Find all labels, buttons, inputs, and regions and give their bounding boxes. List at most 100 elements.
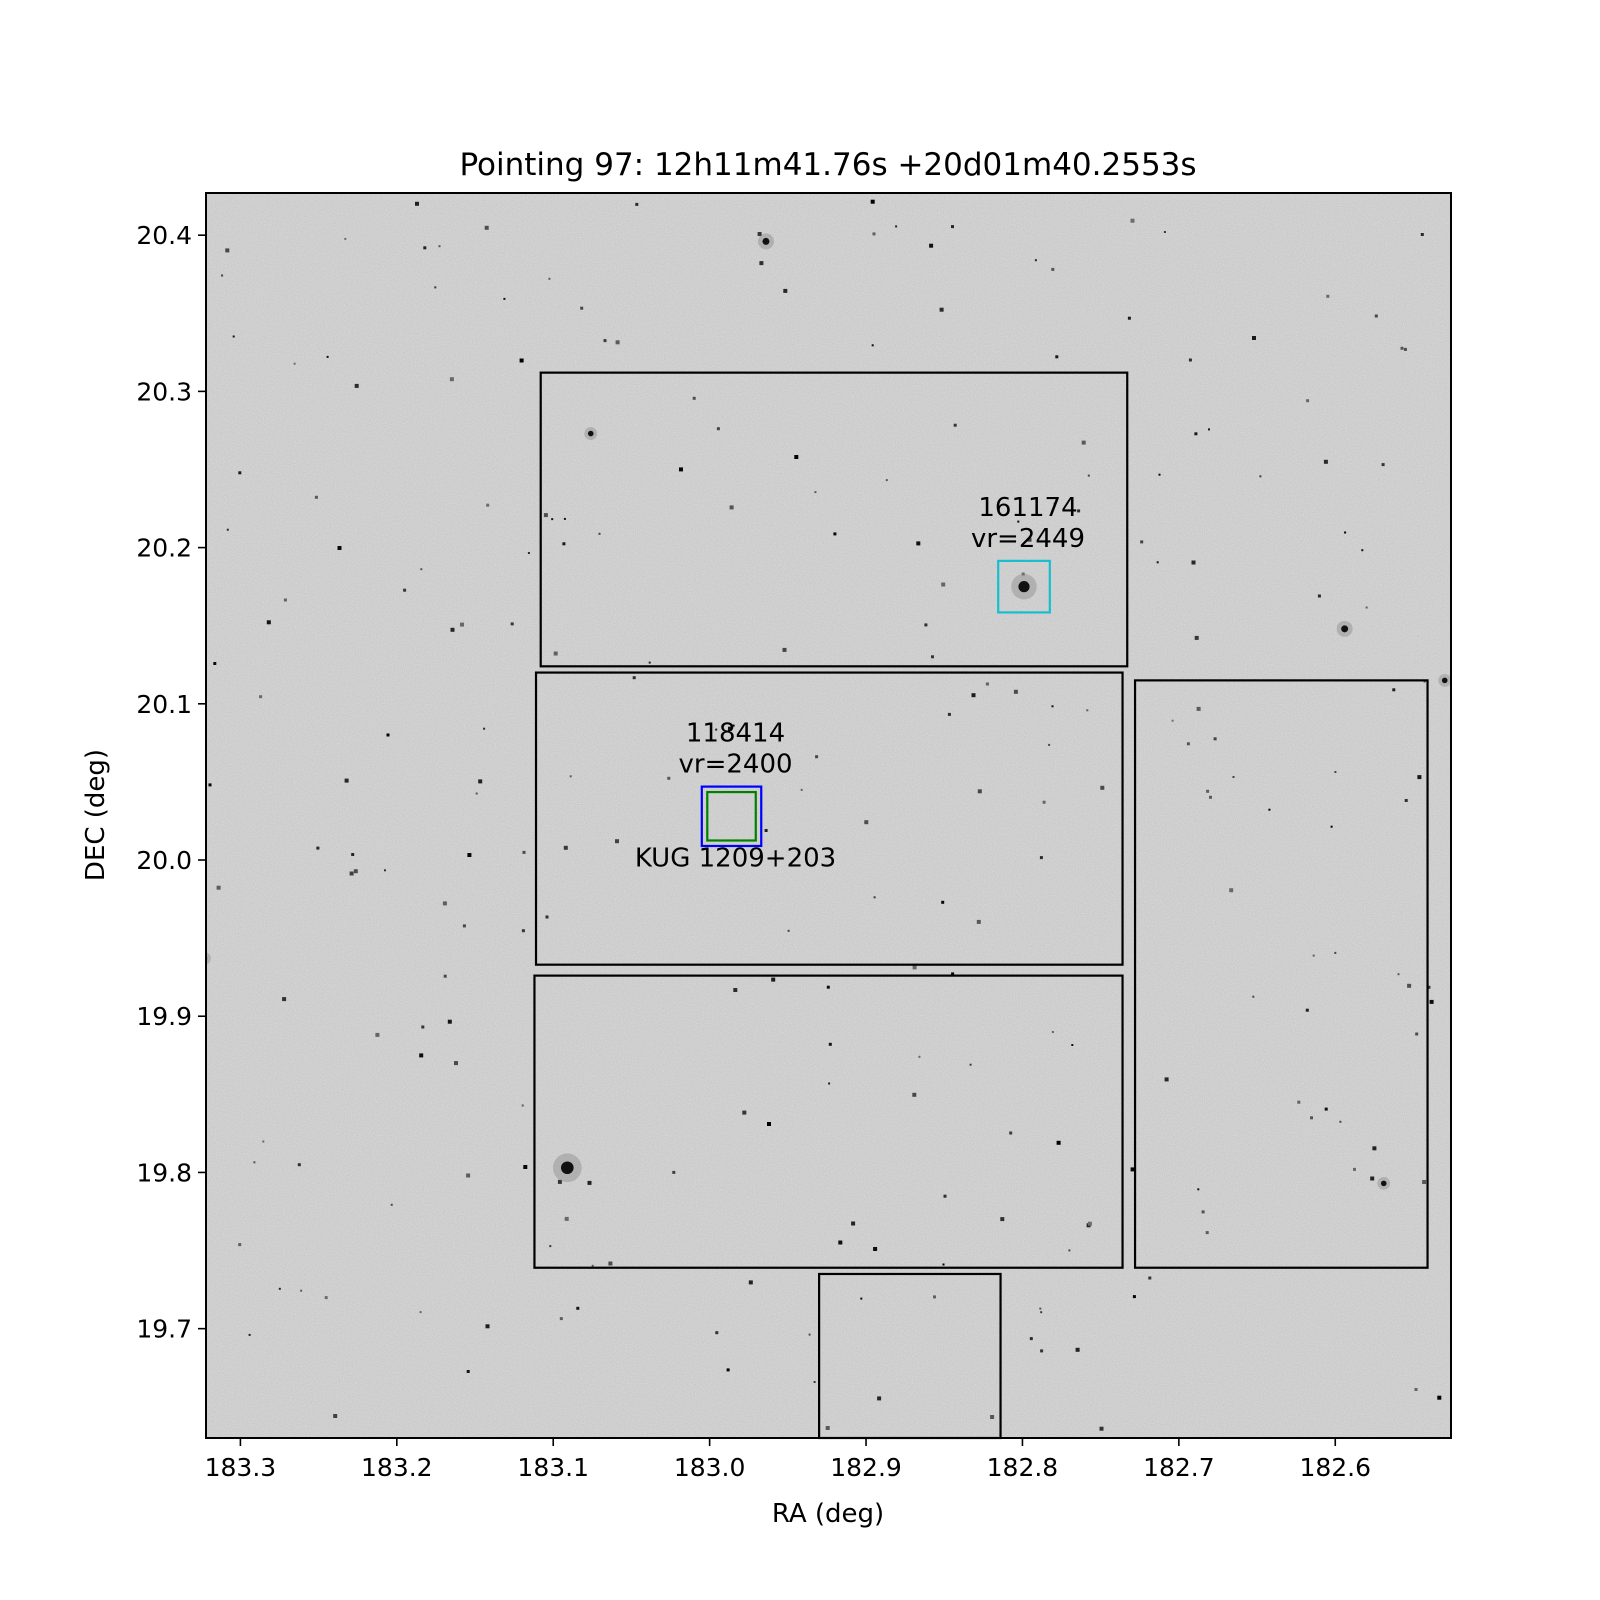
field-star	[384, 869, 386, 872]
field-star	[1423, 680, 1426, 683]
field-star	[916, 541, 921, 546]
field-star	[1317, 594, 1321, 598]
field-star	[521, 929, 525, 933]
field-star	[728, 726, 732, 731]
field-star	[447, 1019, 452, 1024]
y-tick-label: 20.4	[136, 221, 192, 250]
field-star	[349, 871, 354, 876]
field-star	[1208, 428, 1210, 431]
field-star	[1068, 1249, 1071, 1252]
field-star	[603, 339, 607, 343]
bright-star	[587, 430, 594, 437]
y-axis-label: DEC (deg)	[81, 749, 111, 881]
field-star	[912, 1092, 917, 1097]
field-star	[344, 237, 347, 240]
ccd-footprint	[1133, 679, 1429, 1269]
field-star	[344, 778, 349, 783]
field-star	[248, 1333, 251, 1336]
field-star	[475, 792, 478, 795]
field-star	[1194, 432, 1198, 436]
field-star	[527, 552, 530, 554]
field-star	[748, 1280, 753, 1285]
field-star	[563, 517, 566, 520]
field-star	[1164, 1077, 1169, 1082]
field-star	[1029, 1337, 1033, 1341]
field-star	[485, 1324, 490, 1329]
field-star	[266, 620, 271, 625]
field-star	[521, 1104, 524, 1107]
field-star	[1229, 888, 1234, 893]
field-star	[420, 568, 423, 571]
field-star	[1132, 1295, 1136, 1299]
field-star	[1252, 336, 1256, 340]
field-star	[1206, 789, 1210, 793]
field-star	[794, 455, 799, 459]
field-star	[1042, 800, 1046, 804]
field-star	[1305, 1008, 1309, 1012]
field-star	[1330, 825, 1333, 828]
field-star	[282, 997, 287, 1002]
field-star	[1040, 1349, 1044, 1353]
field-star	[933, 1295, 936, 1299]
field-star	[353, 869, 358, 874]
field-star	[679, 467, 683, 472]
field-star	[1306, 399, 1310, 403]
field-star	[454, 1061, 458, 1066]
field-star	[1100, 785, 1105, 790]
field-star	[1422, 1180, 1427, 1184]
field-star	[1130, 1167, 1135, 1172]
field-star	[1372, 1146, 1377, 1151]
field-star	[1197, 1188, 1200, 1191]
field-star	[635, 202, 639, 206]
field-star	[1034, 259, 1037, 262]
field-star	[1334, 771, 1337, 773]
field-star	[1437, 1395, 1442, 1400]
field-star	[1259, 475, 1262, 478]
field-star	[591, 1264, 594, 1267]
field-star	[548, 277, 551, 280]
field-star	[943, 1194, 947, 1198]
field-star	[1339, 1120, 1342, 1123]
bright-star	[762, 237, 770, 245]
field-star	[757, 232, 762, 236]
field-star	[354, 383, 359, 388]
field-star	[564, 1216, 569, 1221]
plot-frame	[205, 192, 1452, 1439]
field-star	[813, 1381, 816, 1383]
field-star	[985, 682, 989, 686]
chart-title: Pointing 97: 12h11m41.76s +20d01m40.2553…	[459, 147, 1196, 183]
bright-star	[1441, 677, 1448, 684]
ccd-footprint	[539, 371, 1129, 668]
field-star	[826, 985, 830, 989]
field-star	[800, 788, 803, 791]
field-star	[1053, 502, 1056, 505]
field-star	[782, 647, 787, 652]
field-star	[283, 598, 287, 602]
field-star	[390, 1203, 393, 1206]
x-tick-label: 182.8	[987, 1453, 1059, 1482]
field-star	[569, 775, 572, 778]
field-star	[484, 225, 489, 230]
field-star	[460, 622, 464, 627]
field-star	[924, 623, 928, 627]
field-star	[1171, 719, 1174, 722]
field-star	[1051, 267, 1055, 271]
y-tick-label: 19.7	[136, 1315, 192, 1344]
field-star	[478, 779, 483, 784]
field-star	[326, 355, 329, 358]
field-star	[1013, 689, 1018, 694]
field-star	[1009, 1131, 1013, 1135]
field-star	[977, 789, 982, 794]
field-star	[1039, 1307, 1042, 1310]
field-star	[562, 542, 566, 546]
field-star	[1191, 560, 1196, 565]
field-star	[969, 1063, 972, 1066]
field-star	[716, 427, 720, 431]
x-tick-label: 183.3	[205, 1453, 277, 1482]
field-star	[545, 915, 549, 919]
field-star	[953, 423, 957, 427]
field-star	[873, 896, 876, 899]
field-star	[278, 1287, 281, 1290]
field-star	[1156, 561, 1159, 564]
